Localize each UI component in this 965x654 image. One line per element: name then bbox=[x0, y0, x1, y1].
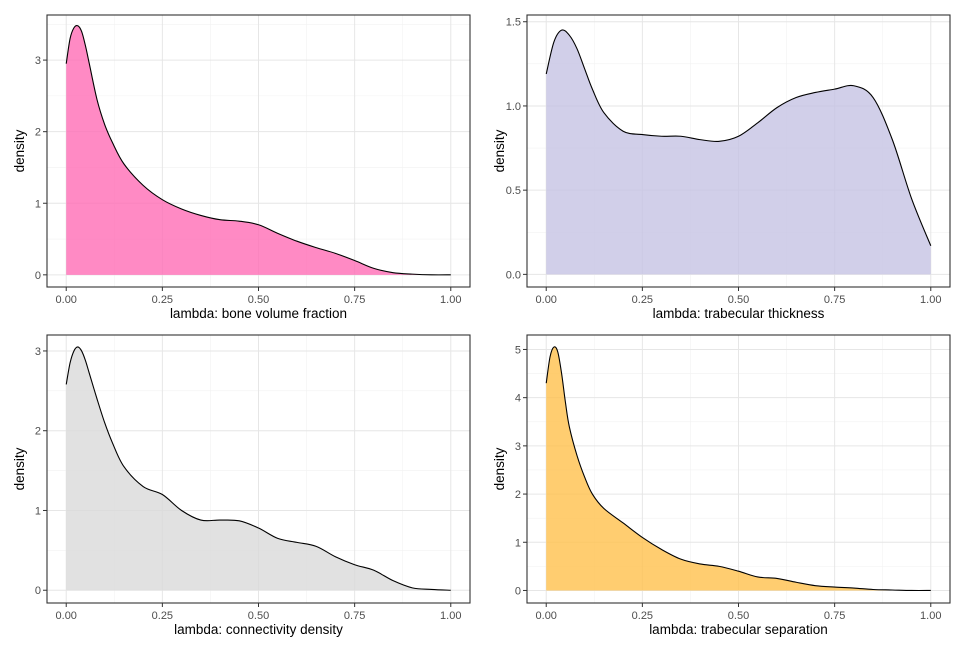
y-tick-label: 2 bbox=[35, 127, 41, 139]
y-axis-title: density bbox=[492, 129, 507, 172]
y-tick-label: 1 bbox=[35, 505, 41, 517]
y-tick-label: 1 bbox=[515, 537, 521, 549]
x-tick-label: 0.25 bbox=[152, 610, 173, 622]
y-tick-label: 0 bbox=[515, 585, 521, 597]
density-area bbox=[546, 346, 931, 591]
y-tick-label: 4 bbox=[515, 393, 521, 405]
x-tick-label: 1.00 bbox=[440, 610, 461, 622]
x-axis-title-lambda-trabecular-separation: lambda: trabecular separation bbox=[649, 622, 828, 637]
density-panel-bone-volume-fraction: 0.00 0.25 0.50 0.75 1.00 0 1 2 3 lambda: bone vol… bbox=[12, 14, 471, 321]
x-tick-label: 0.75 bbox=[344, 294, 365, 306]
x-tick-label: 0.50 bbox=[248, 610, 269, 622]
y-tick-label: 0.0 bbox=[506, 269, 521, 281]
y-axis-title: density bbox=[12, 447, 27, 490]
x-tick-label: 1.00 bbox=[920, 610, 941, 622]
density-area bbox=[546, 29, 931, 275]
y-tick-label: 1.0 bbox=[506, 101, 521, 113]
density-panel-connectivity-density: 0.00 0.25 0.50 0.75 1.00 0 1 2 3 lambda: connecti… bbox=[12, 334, 471, 637]
density-area bbox=[66, 346, 451, 591]
y-tick-label: 3 bbox=[35, 55, 41, 67]
y-tick-label: 0 bbox=[35, 585, 41, 597]
density-curve bbox=[65, 346, 451, 591]
density-curve bbox=[65, 24, 451, 276]
y-axis-title: density bbox=[12, 129, 27, 172]
x-tick-label: 1.00 bbox=[920, 294, 941, 306]
y-tick-label: 1.5 bbox=[506, 17, 521, 29]
x-tick-label: 0.75 bbox=[824, 294, 845, 306]
x-tick-label: 0.75 bbox=[344, 610, 365, 622]
x-tick-label: 0.50 bbox=[728, 610, 749, 622]
y-tick-label: 1 bbox=[35, 198, 41, 210]
y-tick-label: 0 bbox=[35, 270, 41, 282]
x-tick-label: 0.00 bbox=[56, 610, 77, 622]
density-curve bbox=[545, 346, 931, 592]
y-axis-title: density bbox=[492, 447, 507, 490]
x-tick-label: 0.00 bbox=[536, 294, 557, 306]
density-area bbox=[66, 25, 451, 275]
x-tick-label: 0.25 bbox=[632, 610, 653, 622]
density-panel-trabecular-separation: 0.00 0.25 0.50 0.75 1.00 0 1 2 3 4 5 lambda: trabec… bbox=[492, 334, 951, 637]
x-tick-label: 0.50 bbox=[728, 294, 749, 306]
x-tick-label: 0.25 bbox=[632, 294, 653, 306]
y-tick-label: 3 bbox=[515, 441, 521, 453]
y-tick-label: 2 bbox=[515, 489, 521, 501]
x-axis-title-lambda-bone-volume-fraction: lambda: bone volume fraction bbox=[170, 306, 347, 321]
density-panel-trabecular-thickness: 0.00 0.25 0.50 0.75 1.00 0.0 0.5 1.0 1.5 lambda: … bbox=[492, 14, 951, 321]
x-tick-label: 0.75 bbox=[824, 610, 845, 622]
x-tick-label: 0.00 bbox=[536, 610, 557, 622]
x-tick-label: 0.25 bbox=[152, 294, 173, 306]
y-tick-label: 2 bbox=[35, 426, 41, 438]
x-axis-title-lambda-trabecular-thickness: lambda: trabecular thickness bbox=[653, 306, 825, 321]
x-tick-label: 0.00 bbox=[56, 294, 77, 306]
x-tick-label: 0.50 bbox=[248, 294, 269, 306]
y-tick-label: 3 bbox=[35, 346, 41, 358]
x-axis-title-lambda-connectivity-density: lambda: connectivity density bbox=[174, 622, 343, 637]
y-tick-label: 5 bbox=[515, 344, 521, 356]
density-curve bbox=[545, 29, 932, 246]
x-tick-label: 1.00 bbox=[440, 294, 461, 306]
y-tick-label: 0.5 bbox=[506, 185, 521, 197]
